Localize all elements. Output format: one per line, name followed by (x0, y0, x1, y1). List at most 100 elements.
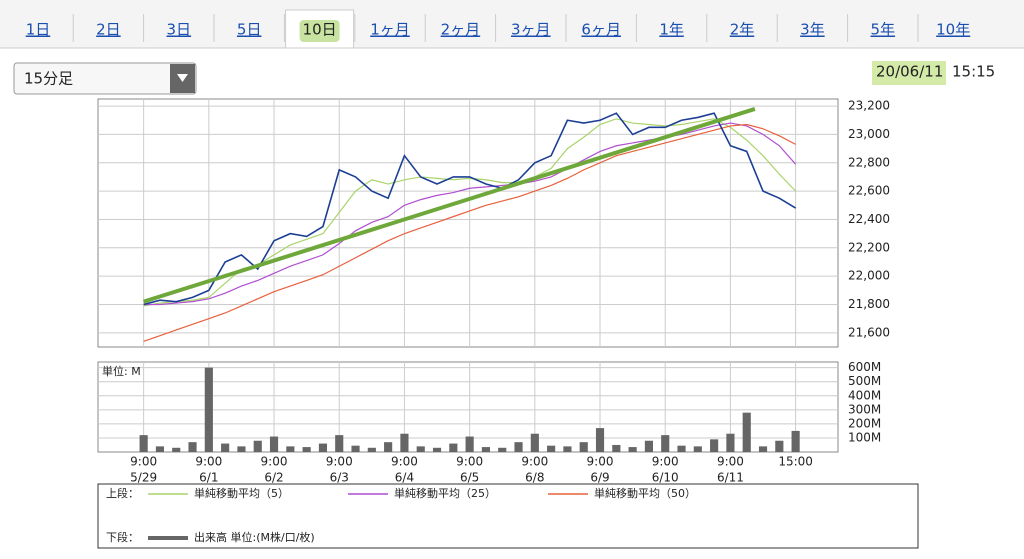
ma-line (143, 123, 796, 342)
y-tick-label: 21,800 (848, 297, 890, 311)
x-tick-label: 9:00 (456, 455, 483, 469)
unit-label: 単位: M (102, 364, 141, 378)
x-tick-label: 9:00 (261, 455, 288, 469)
charts: 21,600 21,800 22,000 22,200 22,400 22,600 22,8… (97, 98, 890, 485)
volume-bar (432, 447, 442, 452)
x-tick-label: 9:00 (717, 455, 744, 469)
volume-bar (302, 447, 311, 452)
volume-bar (172, 447, 181, 452)
y-tick-label: 400M (848, 388, 881, 402)
volume-bar (742, 412, 751, 452)
date-highlight (872, 61, 946, 85)
legend-upper-label: 上段： (106, 486, 139, 500)
plot-area (97, 98, 839, 348)
x-tick-date: 5/29 (130, 471, 157, 485)
y-tick-label: 23,200 (848, 99, 890, 113)
tab[interactable]: 3年 (800, 21, 825, 39)
y-tick-label: 22,800 (848, 155, 890, 169)
ma-line (143, 122, 797, 306)
tab[interactable]: 2ヶ月 (441, 21, 481, 39)
volume-bar (530, 433, 539, 452)
volume-bar (351, 445, 360, 452)
tab-bar (0, 0, 1024, 48)
volume-bar (710, 439, 719, 452)
x-tick-date: 6/2 (264, 471, 283, 485)
y-tick-label: 100M (848, 430, 881, 444)
x-tick-label: 9:00 (587, 455, 614, 469)
y-tick-label: 500M (848, 374, 881, 388)
volume-bar (269, 436, 279, 452)
legend-lower-label: 下段： (106, 530, 139, 544)
volume-bar (644, 440, 653, 452)
price-line (143, 112, 797, 306)
volume-bar (465, 436, 474, 452)
legend-entry: 単純移動平均（50） (594, 486, 696, 500)
volume-bar (628, 447, 637, 452)
tab[interactable]: 10年 (936, 21, 970, 39)
legend-box (97, 483, 919, 549)
volume-bar (547, 445, 556, 452)
tab[interactable]: 3ヶ月 (511, 21, 551, 39)
volume-bar (514, 442, 523, 452)
volume-bar (595, 428, 605, 452)
volume-bar (726, 433, 735, 452)
y-tick-label: 22,000 (848, 269, 890, 283)
volume-bar (253, 440, 262, 452)
volume-bar (775, 440, 784, 452)
x-tick-date: 6/5 (460, 471, 479, 485)
dropdown-label: 15分足 (24, 70, 73, 88)
y-tick-label: 22,400 (848, 212, 890, 226)
volume-bar (155, 446, 165, 452)
tab[interactable]: 6ヶ月 (581, 21, 621, 39)
volume-bar (335, 435, 344, 452)
timestamp-date: 20/06/11 (876, 63, 943, 81)
legend-volume-label: 出来高 単位:(M株/口/枚) (194, 530, 315, 544)
volume-bar (449, 443, 458, 452)
tab[interactable]: 5年 (871, 21, 896, 39)
tabs: 1日 2日 3日 5日 10日 1ヶ月 2ヶ月 3ヶ月 6ヶ月 1年 2年 3年 5年 10年 (26, 9, 970, 49)
volume-bar (318, 443, 328, 452)
dropdown-arrow (177, 74, 188, 82)
tab[interactable]: 2日 (96, 21, 121, 39)
tab[interactable]: 3日 (167, 21, 192, 39)
volume-bar (693, 446, 702, 452)
volume-bar (367, 447, 376, 452)
trend-line (143, 107, 756, 304)
volume-bar (221, 443, 230, 452)
volume-bar (237, 446, 246, 452)
volume-bar (139, 435, 148, 452)
legend-entry: 単純移動平均（5） (194, 486, 289, 500)
volume-bar (481, 447, 491, 452)
volume-bar (677, 445, 686, 452)
volume-bar (579, 442, 588, 452)
x-tick-label: 9:00 (391, 455, 418, 469)
tab[interactable]: 2年 (730, 21, 755, 39)
x-tick-label: 9:00 (652, 455, 679, 469)
tab[interactable]: 1年 (659, 21, 684, 39)
x-tick-date: 6/1 (199, 471, 218, 485)
volume-bar (791, 430, 800, 452)
x-tick-date: 6/4 (395, 471, 414, 485)
x-tick-label: 9:00 (130, 455, 157, 469)
tab[interactable]: 5日 (237, 21, 262, 39)
x-tick-date: 6/10 (652, 471, 679, 485)
y-tick-label: 600M (848, 360, 881, 374)
legend-entry: 単純移動平均（25） (394, 486, 496, 500)
dropdown[interactable] (13, 62, 197, 95)
tab[interactable]: 1日 (26, 21, 51, 39)
tab[interactable]: 1ヶ月 (370, 21, 410, 39)
x-tick-date: 6/3 (330, 471, 349, 485)
volume-bar (612, 444, 621, 452)
volume-bar (758, 446, 768, 452)
volume-bar (661, 435, 670, 452)
y-tick-label: 23,000 (848, 127, 890, 141)
y-tick-label: 300M (848, 402, 881, 416)
volume-bar (286, 446, 295, 452)
tab[interactable]: 10日 (303, 21, 337, 39)
y-tick-label: 22,600 (848, 184, 890, 198)
y-tick-label: 200M (848, 416, 881, 430)
x-tick-date: 6/9 (590, 471, 609, 485)
volume-bar (563, 446, 572, 452)
x-tick-label: 15:00 (778, 455, 813, 469)
x-tick-label: 9:00 (195, 455, 222, 469)
